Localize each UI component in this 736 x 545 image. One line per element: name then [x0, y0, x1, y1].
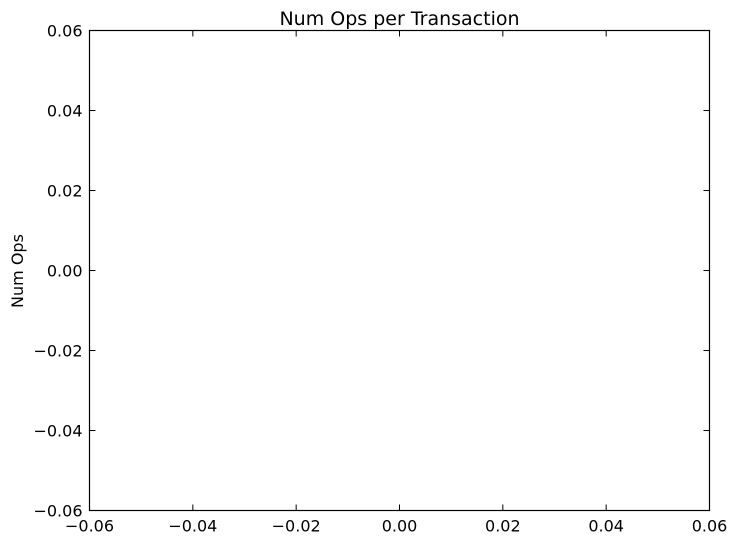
x-tick-label: −0.06	[65, 517, 114, 536]
y-tick-label: 0.06	[47, 22, 83, 41]
x-tick-label: 0.06	[692, 517, 728, 536]
y-tick-label: −0.02	[33, 342, 82, 361]
x-tick-label: 0.02	[485, 517, 521, 536]
y-tick-label: 0.00	[47, 262, 83, 281]
x-tick-label: 0.00	[382, 517, 418, 536]
plot-area-frame	[88, 29, 711, 512]
chart-title: Num Ops per Transaction	[279, 8, 519, 30]
x-tick-label: −0.02	[272, 517, 321, 536]
y-tick-label: −0.06	[33, 502, 82, 521]
y-tick-label: 0.04	[47, 102, 83, 121]
x-tick-label: −0.04	[168, 517, 217, 536]
axis-ticks	[89, 30, 710, 511]
y-tick-label: 0.02	[47, 182, 83, 201]
y-axis-label: Num Ops	[8, 234, 27, 308]
y-tick-label: −0.04	[33, 422, 82, 441]
axis-tick-labels: −0.06 −0.04 −0.02 0.00 0.02 0.04 0.06 −0.06 −0.0…	[33, 22, 727, 536]
x-tick-label: 0.04	[588, 517, 624, 536]
